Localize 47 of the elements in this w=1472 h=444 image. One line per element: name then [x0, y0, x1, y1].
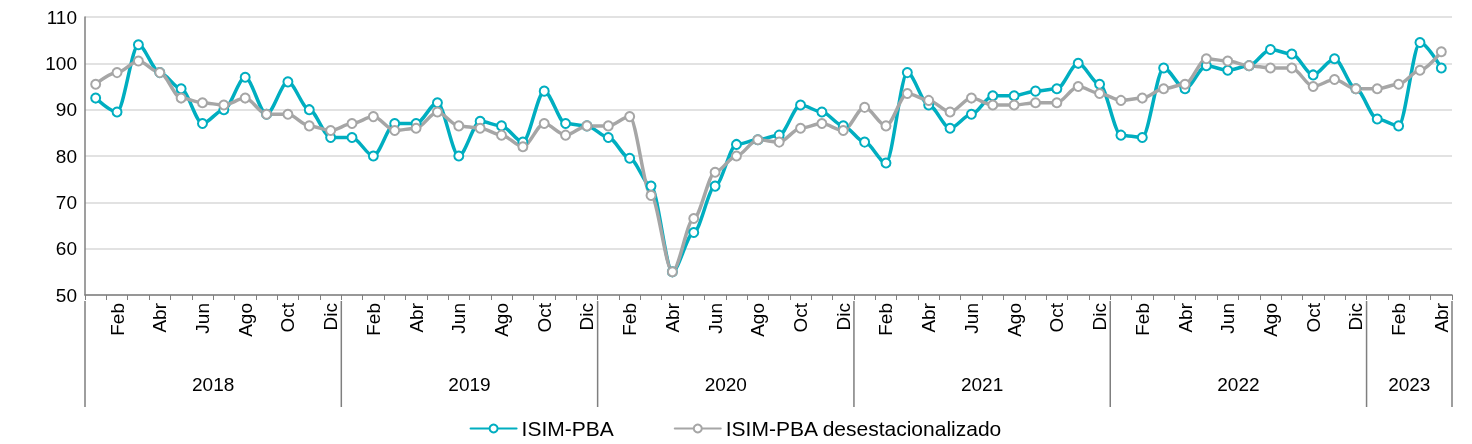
x-tick-label: Ago — [1003, 303, 1025, 337]
x-tick-label: Abr — [1430, 302, 1452, 333]
text: 2023 — [1388, 374, 1431, 396]
x-tick-label: Oct — [1046, 302, 1068, 333]
x-tick-label: Feb — [1131, 303, 1153, 336]
text: 2018 — [192, 374, 235, 396]
x-tick-label: Abr — [661, 302, 683, 333]
x-tick-label: Dic — [1345, 303, 1367, 331]
x-tick-label: Jun — [1217, 303, 1239, 334]
x-tick-label: Ago — [491, 303, 513, 337]
x-tick-label: Abr — [405, 302, 427, 333]
y-tick-label: 110 — [46, 6, 77, 28]
text: 2020 — [704, 374, 747, 396]
x-tick-label: Feb — [1388, 303, 1410, 336]
text: 2021 — [960, 374, 1004, 396]
x-tick-label: Abr — [1174, 302, 1196, 333]
x-tick-label: Dic — [320, 303, 342, 331]
y-tick-label: 60 — [55, 238, 77, 260]
x-tick-label: Dic — [576, 303, 598, 331]
legend-label: ISIM-PBA — [521, 417, 614, 440]
x-tick-label: Dic — [832, 303, 854, 331]
text: 2022 — [1217, 374, 1260, 396]
x-tick-label: Abr — [149, 302, 171, 333]
x-tick-label: Ago — [234, 303, 256, 337]
x-tick-label: Feb — [875, 303, 897, 336]
x-tick-label: Feb — [362, 303, 384, 336]
y-tick-label: 70 — [55, 191, 77, 213]
y-tick-label: 50 — [55, 284, 77, 306]
y-tick-label: 90 — [55, 99, 77, 121]
x-tick-label: Ago — [747, 303, 769, 337]
x-tick-label: Feb — [619, 303, 641, 336]
x-tick-label: Ago — [1259, 303, 1281, 337]
legend-label: ISIM-PBA desestacionalizado — [725, 417, 1002, 440]
x-tick-label: Oct — [790, 302, 812, 333]
x-tick-label: Oct — [533, 302, 555, 333]
x-tick-label: Jun — [448, 303, 470, 334]
x-tick-label: Oct — [277, 302, 299, 333]
x-tick-label: Jun — [704, 303, 726, 334]
y-tick-label: 100 — [45, 52, 77, 74]
y-tick-label: 80 — [55, 145, 77, 167]
x-tick-label: Jun — [191, 303, 213, 334]
x-tick-label: Dic — [1089, 303, 1111, 331]
x-tick-label: Oct — [1302, 302, 1324, 333]
x-tick-label: Jun — [960, 303, 982, 334]
x-tick-label: Feb — [106, 303, 128, 336]
text: 2019 — [448, 374, 491, 396]
x-tick-label: Abr — [918, 302, 940, 333]
